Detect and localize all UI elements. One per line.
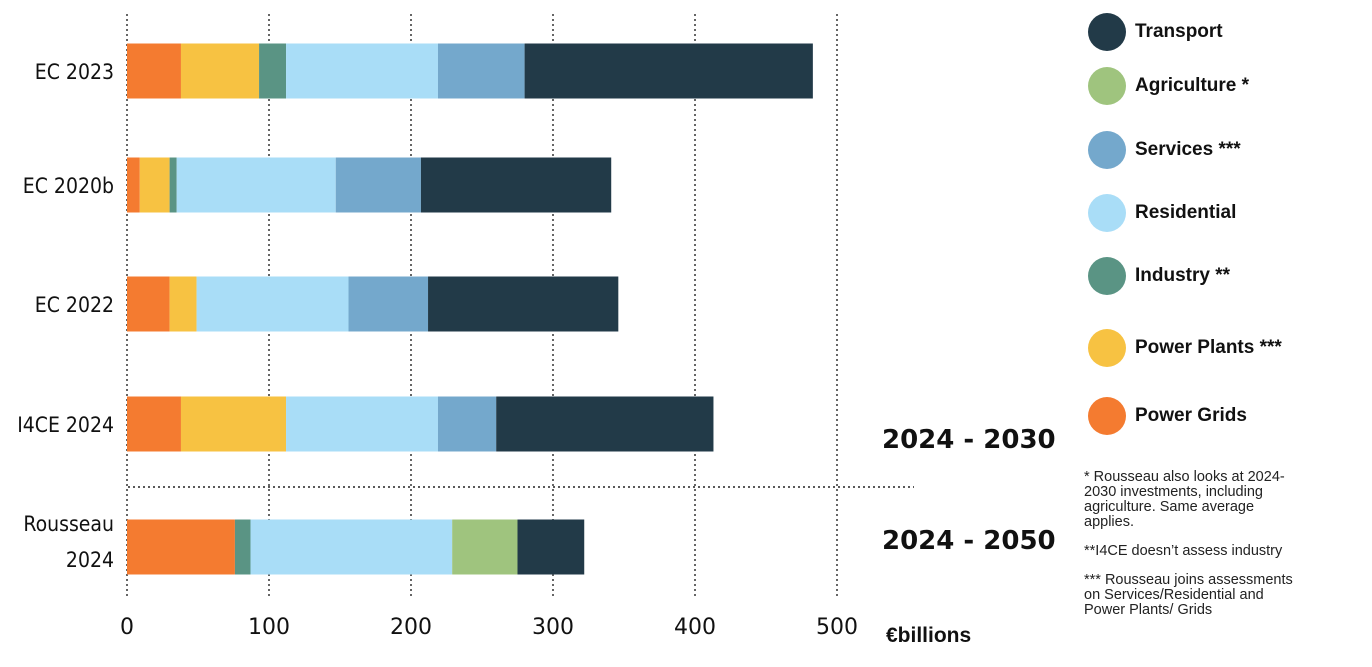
category-label: EC 2022 <box>35 293 114 317</box>
category-label: I4CE 2024 <box>17 413 114 437</box>
bar-segment <box>250 519 453 575</box>
legend-label: Power Plants *** <box>1135 337 1282 358</box>
bar-segment <box>335 157 421 213</box>
legend-item-power-plants: Power Plants *** <box>1088 328 1282 368</box>
legend-swatch <box>1088 131 1126 169</box>
legend-label: Agriculture * <box>1135 75 1250 96</box>
legend-swatch <box>1088 397 1126 435</box>
category-label: Rousseau 2024 <box>23 512 114 572</box>
bar-segment <box>517 519 585 575</box>
legend-item-power-grids: Power Grids <box>1088 396 1247 436</box>
x-tick-label: 0 <box>120 615 134 640</box>
legend-item-industry: Industry ** <box>1088 256 1230 296</box>
legend-swatch <box>1088 67 1126 105</box>
bar-segment <box>169 276 197 332</box>
bar-segment <box>127 43 181 99</box>
period-label-2030: 2024 - 2030 <box>882 425 1056 455</box>
legend-label: Residential <box>1135 202 1237 223</box>
legend-label: Power Grids <box>1135 405 1247 426</box>
bar-segment <box>234 519 251 575</box>
bar-segment <box>496 396 714 452</box>
legend-item-services: Services *** <box>1088 130 1241 170</box>
bar-segment <box>196 276 349 332</box>
legend-label: Services *** <box>1135 139 1241 160</box>
legend-swatch <box>1088 257 1126 295</box>
bar-segment <box>180 396 287 452</box>
bar-segment <box>127 276 170 332</box>
legend-swatch <box>1088 329 1126 367</box>
legend-swatch <box>1088 194 1126 232</box>
legend-label: Transport <box>1135 21 1223 42</box>
bar-segment <box>452 519 518 575</box>
bar-segment <box>437 396 497 452</box>
legend-label: Industry ** <box>1135 265 1231 286</box>
x-tick-label: 200 <box>390 615 432 640</box>
x-tick-label: 400 <box>674 615 716 640</box>
legend-item-agriculture: Agriculture * <box>1088 66 1249 106</box>
footnote-agriculture: * Rousseau also looks at 2024- 2030 inve… <box>1084 469 1285 530</box>
bar-segment <box>180 43 260 99</box>
category-label: EC 2020b <box>23 174 114 198</box>
bar-segment <box>169 157 177 213</box>
bar-segment <box>437 43 525 99</box>
bar-segment <box>286 396 438 452</box>
x-axis-unit-label: €billions <box>886 624 971 647</box>
bar-segment <box>286 43 438 99</box>
x-tick-label: 300 <box>532 615 574 640</box>
bar-segment <box>259 43 287 99</box>
footnote-industry: **I4CE doesn’t assess industry <box>1084 543 1283 559</box>
x-tick-label: 500 <box>816 615 858 640</box>
footnotes: * Rousseau also looks at 2024- 2030 inve… <box>1084 470 1364 632</box>
category-label: EC 2023 <box>35 60 114 84</box>
bar-segment <box>127 519 235 575</box>
x-tick-label: 100 <box>248 615 290 640</box>
bar-segment <box>127 396 181 452</box>
bar-segment <box>524 43 813 99</box>
legend-swatch <box>1088 13 1126 51</box>
bar-segment <box>139 157 170 213</box>
bar-segment <box>420 157 612 213</box>
legend-item-residential: Residential <box>1088 193 1236 233</box>
period-label-2050: 2024 - 2050 <box>882 526 1056 556</box>
footnote-rousseau: *** Rousseau joins assessments on Servic… <box>1084 572 1293 618</box>
bar-segment <box>428 276 619 332</box>
bars <box>127 43 813 575</box>
bar-segment <box>176 157 336 213</box>
category-labels: EC 2023 EC 2020b EC 2022 I4CE 2024 Rousseau 2… <box>17 60 114 572</box>
bar-segment <box>127 157 140 213</box>
x-axis-ticks: 0 100 200 300 400 500 <box>120 615 858 640</box>
legend-item-transport: Transport <box>1088 12 1223 52</box>
bar-segment <box>348 276 429 332</box>
